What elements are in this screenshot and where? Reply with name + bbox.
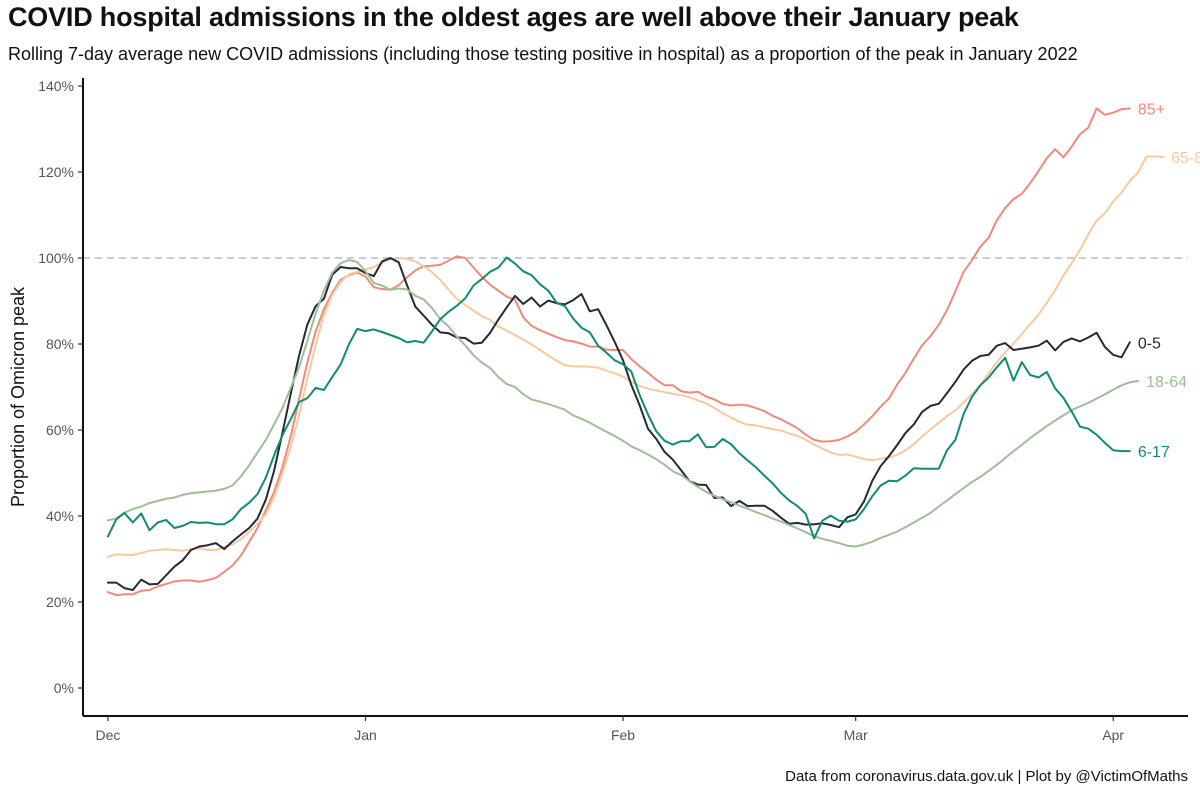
series-label-18-64: 18-64 xyxy=(1146,374,1187,391)
y-tick-label: 100% xyxy=(38,250,74,266)
series-label-layer: 85+ 65-84 0-5 18-64 6-17 xyxy=(1138,101,1200,461)
y-tick-label: 20% xyxy=(46,594,74,610)
chart-subtitle: Rolling 7-day average new COVID admissio… xyxy=(8,44,1078,64)
chart-title: COVID hospital admissions in the oldest … xyxy=(8,2,1019,32)
axis-layer: 0% 20% 40% 60% 80% 100% 120% 140% Dec Jan Feb Mar Ap… xyxy=(8,78,1188,743)
y-tick-label: 120% xyxy=(38,164,74,180)
series-line-6-17 xyxy=(106,256,1131,540)
series-line-0-5 xyxy=(106,257,1131,591)
series-label-85+: 85+ xyxy=(1138,101,1165,118)
x-tick-label: Mar xyxy=(844,727,868,743)
x-tick-label: Apr xyxy=(1102,727,1124,743)
x-tick-label: Jan xyxy=(354,727,377,743)
series-line-18-64 xyxy=(106,259,1140,548)
y-tick-label: 0% xyxy=(54,680,74,696)
series-layer xyxy=(106,107,1165,597)
y-tick-label: 40% xyxy=(46,508,74,524)
source-caption: Data from coronavirus.data.gov.uk | Plot… xyxy=(785,768,1188,785)
y-axis-title: Proportion of Omicron peak xyxy=(8,286,28,507)
y-tick-label: 80% xyxy=(46,336,74,352)
y-tick-label: 140% xyxy=(38,78,74,94)
series-label-6-17: 6-17 xyxy=(1138,444,1170,461)
x-tick-label: Feb xyxy=(611,727,635,743)
series-label-0-5: 0-5 xyxy=(1138,335,1161,352)
y-tick-label: 60% xyxy=(46,422,74,438)
x-tick-label: Dec xyxy=(95,727,120,743)
series-label-65-84: 65-84 xyxy=(1171,150,1200,167)
